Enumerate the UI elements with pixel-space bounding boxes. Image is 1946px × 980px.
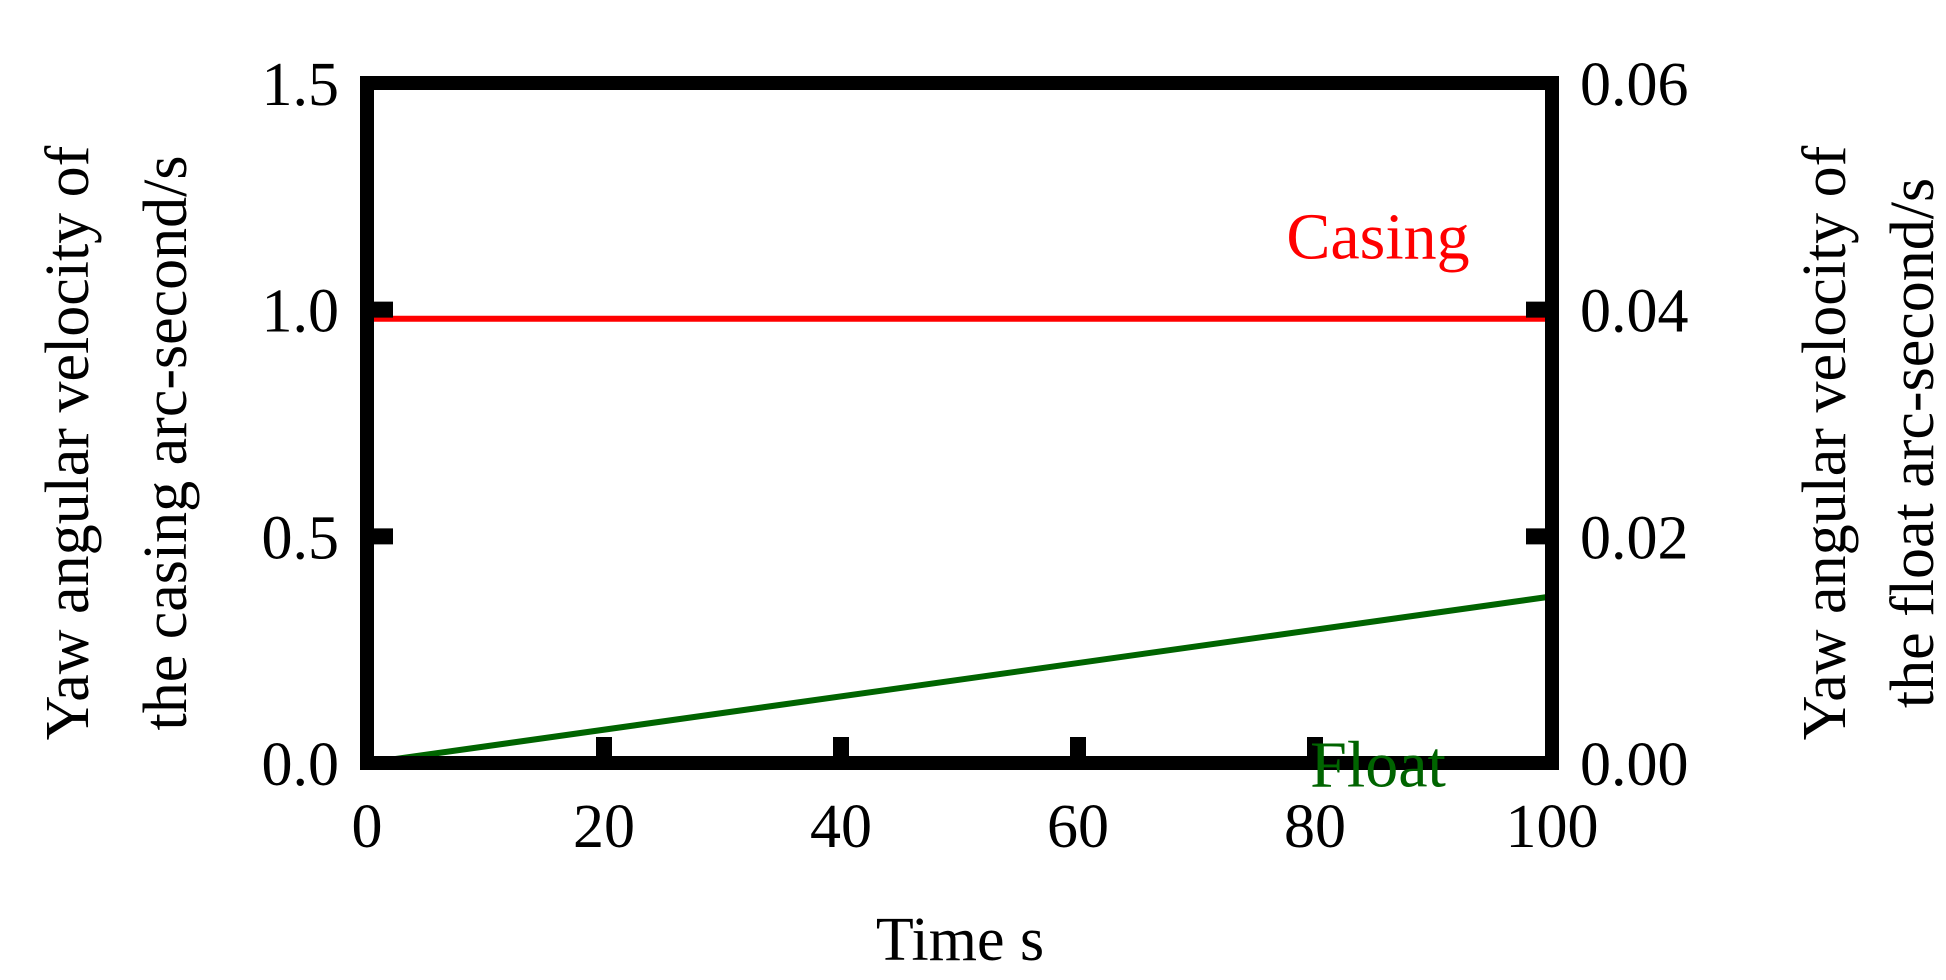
- left-y-tick-label: 1.5: [262, 51, 340, 119]
- left-y-axis-label-line-2: the casing arc-second/s: [132, 156, 200, 731]
- right-y-axis-label-line-2: the float arc-second/s: [1879, 178, 1946, 708]
- float-series-label: Float: [1310, 728, 1446, 801]
- left-y-axis-label: Yaw angular velocity of: [34, 145, 102, 740]
- left-y-axis-label-line-1: Yaw angular velocity of: [34, 145, 102, 740]
- right-y-axis-label: Yaw angular velocity of: [1791, 145, 1859, 740]
- x-tick-label: 40: [810, 793, 872, 861]
- x-tick-label: 80: [1284, 793, 1346, 861]
- x-tick-label: 60: [1047, 793, 1109, 861]
- ticks-layer: [367, 301, 1552, 763]
- right-y-tick-label: 0.00: [1580, 731, 1689, 799]
- right-y-tick-label: 0.02: [1580, 504, 1689, 572]
- right-y-tick-label: 0.04: [1580, 278, 1689, 346]
- plot-frame: [360, 76, 1559, 770]
- x-tick-label: 0: [352, 793, 383, 861]
- x-axis-label: Time s: [876, 906, 1044, 974]
- right-y-axis-label-2: the float arc-second/s: [1879, 178, 1946, 708]
- float-series-line: [366, 593, 1553, 766]
- x-tick-label: 100: [1506, 793, 1599, 861]
- casing-series-label: Casing: [1286, 201, 1469, 274]
- left-y-axis-label-2: the casing arc-second/s: [132, 156, 200, 731]
- labels-layer: 0 20 40 60 80 100 0.0 0.5 1.0 1.5 0.00 0.02 0.04 0.06…: [262, 51, 1689, 861]
- right-y-axis-label-line-1: Yaw angular velocity of: [1791, 145, 1859, 740]
- left-y-tick-label: 0.0: [262, 731, 340, 799]
- x-tick-label: 20: [573, 793, 635, 861]
- series-layer: [366, 315, 1553, 766]
- left-y-tick-label: 0.5: [262, 504, 340, 572]
- left-y-tick-label: 1.0: [262, 278, 340, 346]
- right-y-tick-label: 0.06: [1580, 51, 1689, 119]
